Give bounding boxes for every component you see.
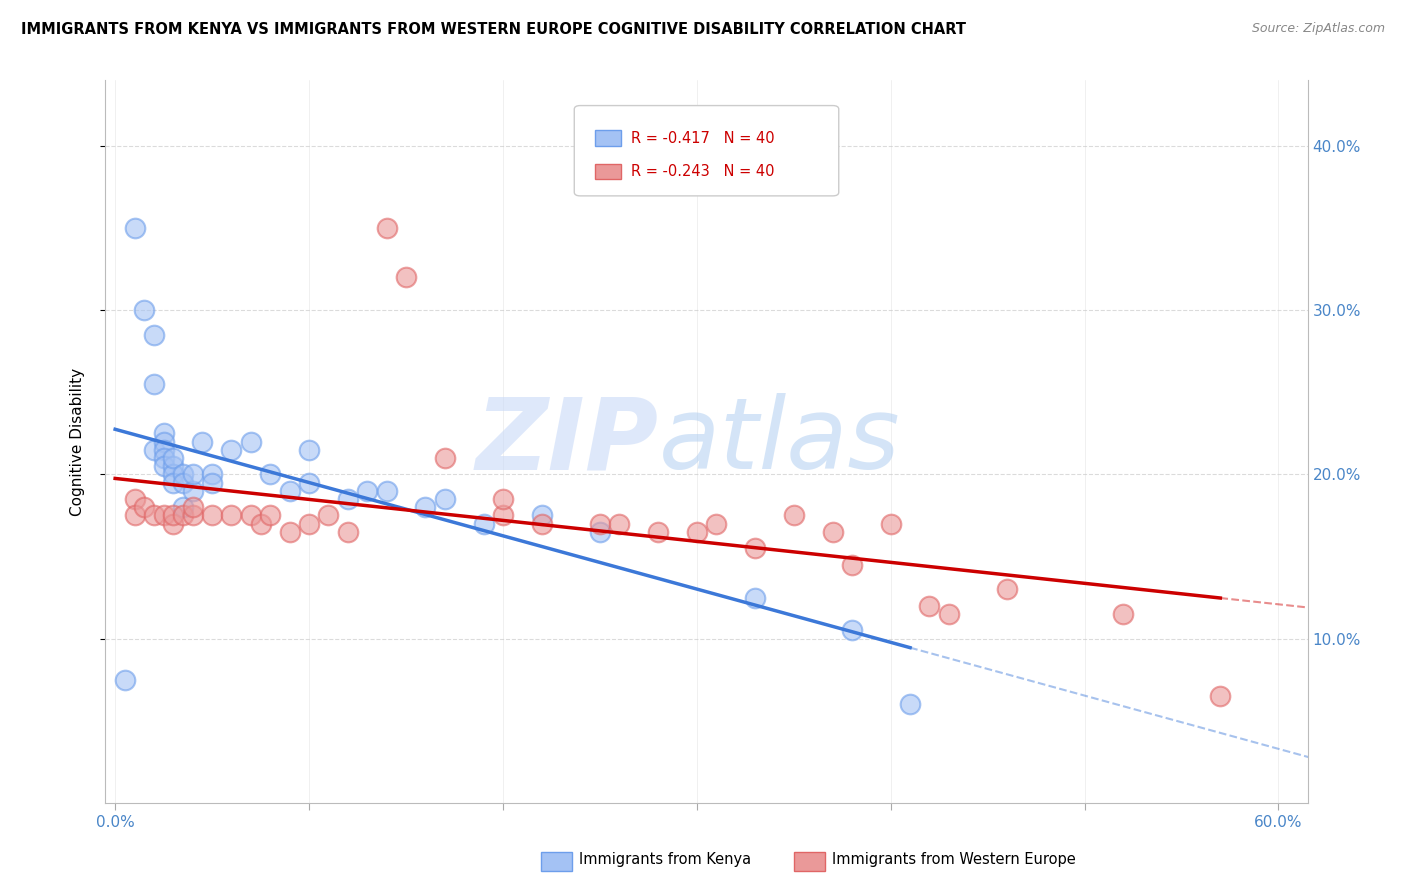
Point	[181, 508, 204, 523]
Text: ZIP: ZIP	[475, 393, 658, 490]
Point	[142, 508, 165, 523]
Point	[124, 508, 146, 523]
Point	[433, 450, 456, 465]
Y-axis label: Cognitive Disability: Cognitive Disability	[70, 368, 84, 516]
Point	[375, 221, 398, 235]
Point	[201, 475, 224, 490]
Point	[172, 508, 194, 523]
Point	[152, 426, 174, 441]
Point	[607, 516, 630, 531]
Point	[589, 516, 612, 531]
Point	[472, 516, 495, 531]
Point	[530, 516, 553, 531]
Point	[744, 541, 766, 556]
Point	[259, 508, 281, 523]
Point	[191, 434, 214, 449]
Text: Immigrants from Kenya: Immigrants from Kenya	[579, 853, 751, 867]
Point	[201, 467, 224, 482]
Point	[336, 491, 359, 506]
Point	[239, 434, 262, 449]
Point	[162, 459, 184, 474]
Point	[239, 508, 262, 523]
Point	[181, 483, 204, 498]
Text: atlas: atlas	[658, 393, 900, 490]
Point	[704, 516, 727, 531]
Point	[152, 434, 174, 449]
Point	[686, 524, 709, 539]
Point	[152, 459, 174, 474]
Point	[492, 508, 515, 523]
Point	[880, 516, 903, 531]
Point	[172, 475, 194, 490]
Point	[318, 508, 340, 523]
Point	[995, 582, 1018, 597]
Point	[259, 467, 281, 482]
Point	[152, 450, 174, 465]
Point	[162, 508, 184, 523]
Point	[114, 673, 136, 687]
Point	[221, 442, 243, 457]
Point	[124, 491, 146, 506]
Point	[938, 607, 960, 621]
Bar	[595, 130, 621, 146]
Point	[298, 516, 321, 531]
Point	[298, 475, 321, 490]
Point	[142, 327, 165, 342]
Point	[918, 599, 941, 613]
Point	[172, 467, 194, 482]
Point	[124, 221, 146, 235]
Text: R = -0.243   N = 40: R = -0.243 N = 40	[631, 164, 775, 179]
Point	[152, 442, 174, 457]
Point	[783, 508, 806, 523]
Point	[162, 516, 184, 531]
Point	[278, 483, 301, 498]
Text: Source: ZipAtlas.com: Source: ZipAtlas.com	[1251, 22, 1385, 36]
Point	[336, 524, 359, 539]
Point	[142, 442, 165, 457]
Point	[356, 483, 378, 498]
Point	[821, 524, 844, 539]
Text: R = -0.417   N = 40: R = -0.417 N = 40	[631, 131, 775, 145]
Point	[841, 558, 863, 572]
FancyBboxPatch shape	[574, 105, 839, 196]
Text: Immigrants from Western Europe: Immigrants from Western Europe	[832, 853, 1076, 867]
Point	[181, 467, 204, 482]
Point	[172, 500, 194, 515]
Point	[162, 450, 184, 465]
Point	[433, 491, 456, 506]
Point	[162, 475, 184, 490]
Point	[415, 500, 437, 515]
Point	[744, 591, 766, 605]
Point	[395, 270, 418, 285]
Point	[1112, 607, 1135, 621]
Point	[298, 442, 321, 457]
Point	[492, 491, 515, 506]
Point	[201, 508, 224, 523]
Point	[162, 467, 184, 482]
Point	[530, 508, 553, 523]
Point	[278, 524, 301, 539]
Point	[249, 516, 271, 531]
Point	[589, 524, 612, 539]
Point	[898, 698, 921, 712]
Text: IMMIGRANTS FROM KENYA VS IMMIGRANTS FROM WESTERN EUROPE COGNITIVE DISABILITY COR: IMMIGRANTS FROM KENYA VS IMMIGRANTS FROM…	[21, 22, 966, 37]
Point	[221, 508, 243, 523]
Point	[134, 500, 156, 515]
Point	[181, 500, 204, 515]
Point	[152, 508, 174, 523]
Bar	[595, 163, 621, 179]
Point	[647, 524, 669, 539]
Point	[375, 483, 398, 498]
Point	[142, 377, 165, 392]
Point	[134, 303, 156, 318]
Point	[1209, 689, 1232, 703]
Point	[841, 624, 863, 638]
